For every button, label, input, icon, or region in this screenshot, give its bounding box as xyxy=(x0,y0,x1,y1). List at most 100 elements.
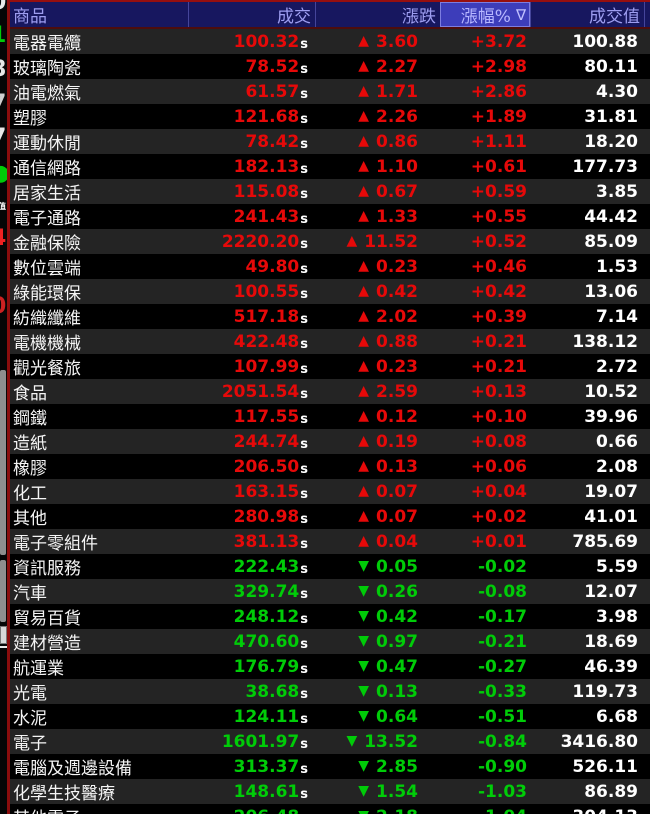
scrollbar-thumb-fragment[interactable] xyxy=(0,560,6,622)
background-glyph-fragment: 0 xyxy=(0,296,7,318)
last-price: 2220.20 s xyxy=(221,231,308,253)
down-triangle-icon: ▼ xyxy=(358,707,370,724)
table-row[interactable]: 電腦及週邊設備 313.37 s ▼ 2.85 -0.90 526.11 xyxy=(10,754,650,779)
table-row[interactable]: 電機機械 422.48 s ▲ 0.88 +0.21 138.12 xyxy=(10,329,650,354)
sector-name: 紡織纖維 xyxy=(13,309,81,329)
table-row[interactable]: 光電 38.68 s ▼ 0.13 -0.33 119.73 xyxy=(10,679,650,704)
up-triangle-icon: ▲ xyxy=(358,82,370,99)
table-row[interactable]: 鋼鐵 117.55 s ▲ 0.12 +0.10 39.96 xyxy=(10,404,650,429)
last-price: 78.52 s xyxy=(245,56,308,78)
trade-flag-s: s xyxy=(300,312,308,327)
trade-flag-s: s xyxy=(300,137,308,152)
table-row[interactable]: 汽車 329.74 s ▼ 0.26 -0.08 12.07 xyxy=(10,579,650,604)
price-change: ▼ 0.97 xyxy=(358,631,418,652)
table-row[interactable]: 電子 1601.97 s ▼ 13.52 -0.84 3416.80 xyxy=(10,729,650,754)
down-triangle-icon: ▼ xyxy=(346,732,358,749)
price-change: ▲ 0.23 xyxy=(358,356,418,377)
scrollbar-button-fragment[interactable] xyxy=(0,626,7,644)
column-header-change[interactable]: 漲跌 xyxy=(315,2,440,27)
background-glyph-fragment: 7 xyxy=(0,127,7,149)
last-price: 176.79 s xyxy=(233,656,308,678)
table-row[interactable]: 數位雲端 49.80 s ▲ 0.23 +0.46 1.53 xyxy=(10,254,650,279)
trade-value: 85.09 xyxy=(584,231,638,252)
price-change: ▲ 1.33 xyxy=(358,206,418,227)
price-change: ▼ 0.13 xyxy=(358,681,418,702)
table-row[interactable]: 居家生活 115.08 s ▲ 0.67 +0.59 3.85 xyxy=(10,179,650,204)
table-row[interactable]: 電器電纜 100.32 s ▲ 3.60 +3.72 100.88 xyxy=(10,29,650,54)
trade-flag-s: s xyxy=(300,562,308,577)
change-percent: -1.03 xyxy=(478,781,527,802)
table-header: 商品 成交 漲跌 漲幅% ∇ 成交值 xyxy=(10,2,650,29)
table-row[interactable]: 化工 163.15 s ▲ 0.07 +0.04 19.07 xyxy=(10,479,650,504)
column-header-name[interactable]: 商品 xyxy=(10,2,188,27)
up-triangle-icon: ▲ xyxy=(358,432,370,449)
trade-value: 19.07 xyxy=(584,481,638,502)
column-header-label: 成交 xyxy=(277,7,311,27)
sector-name: 通信網路 xyxy=(13,159,81,179)
table-row[interactable]: 食品 2051.54 s ▲ 2.59 +0.13 10.52 xyxy=(10,379,650,404)
up-triangle-icon: ▲ xyxy=(358,57,370,74)
sector-name: 化學生技醫療 xyxy=(13,784,115,804)
table-row[interactable]: 橡膠 206.50 s ▲ 0.13 +0.06 2.08 xyxy=(10,454,650,479)
table-row[interactable]: 綠能環保 100.55 s ▲ 0.42 +0.42 13.06 xyxy=(10,279,650,304)
table-row[interactable]: 造紙 244.74 s ▲ 0.19 +0.08 0.66 xyxy=(10,429,650,454)
column-header-value[interactable]: 成交值 xyxy=(530,2,645,27)
table-row[interactable]: 運動休閒 78.42 s ▲ 0.86 +1.11 18.20 xyxy=(10,129,650,154)
trade-flag-s: s xyxy=(300,287,308,302)
trade-flag-s: s xyxy=(300,487,308,502)
change-percent: +0.61 xyxy=(470,156,527,177)
table-row[interactable]: 油電燃氣 61.57 s ▲ 1.71 +2.86 4.30 xyxy=(10,79,650,104)
trade-flag-s: s xyxy=(300,812,308,814)
table-row[interactable]: 塑膠 121.68 s ▲ 2.26 +1.89 31.81 xyxy=(10,104,650,129)
scrollbar-thumb-fragment[interactable] xyxy=(0,370,6,555)
up-triangle-icon: ▲ xyxy=(358,357,370,374)
sector-name: 食品 xyxy=(13,384,47,404)
table-row[interactable]: 電子零組件 381.13 s ▲ 0.04 +0.01 785.69 xyxy=(10,529,650,554)
change-percent: +0.08 xyxy=(470,431,527,452)
table-row[interactable]: 金融保險 2220.20 s ▲ 11.52 +0.52 85.09 xyxy=(10,229,650,254)
table-row[interactable]: 觀光餐旅 107.99 s ▲ 0.23 +0.21 2.72 xyxy=(10,354,650,379)
table-row[interactable]: 化學生技醫療 148.61 s ▼ 1.54 -1.03 86.89 xyxy=(10,779,650,804)
last-price: 38.68 s xyxy=(245,681,308,703)
table-row[interactable]: 水泥 124.11 s ▼ 0.64 -0.51 6.68 xyxy=(10,704,650,729)
last-price: 100.55 s xyxy=(233,281,308,303)
trade-flag-s: s xyxy=(300,737,308,752)
price-change: ▲ 0.86 xyxy=(358,131,418,152)
column-header-pct-sorted[interactable]: 漲幅% ∇ xyxy=(440,2,530,27)
change-percent: +0.39 xyxy=(470,306,527,327)
price-change: ▼ 13.52 xyxy=(346,731,418,752)
last-price: 78.42 s xyxy=(245,131,308,153)
trade-value: 46.39 xyxy=(584,656,638,677)
table-row[interactable]: 玻璃陶瓷 78.52 s ▲ 2.27 +2.98 80.11 xyxy=(10,54,650,79)
table-row[interactable]: 資訊服務 222.43 s ▼ 0.05 -0.02 5.59 xyxy=(10,554,650,579)
background-glyph-fragment: 1 xyxy=(0,25,7,47)
table-row[interactable]: 航運業 176.79 s ▼ 0.47 -0.27 46.39 xyxy=(10,654,650,679)
price-change: ▲ 0.13 xyxy=(358,456,418,477)
last-price: 470.60 s xyxy=(233,631,308,653)
table-row[interactable]: 紡織纖維 517.18 s ▲ 2.02 +0.39 7.14 xyxy=(10,304,650,329)
sector-name: 化工 xyxy=(13,484,47,504)
sector-name: 其他 xyxy=(13,509,47,529)
table-row[interactable]: 貿易百貨 248.12 s ▼ 0.42 -0.17 3.98 xyxy=(10,604,650,629)
sector-name: 其他電子 xyxy=(10,804,188,814)
trade-value: 3416.80 xyxy=(560,731,638,752)
table-row[interactable]: 電子通路 241.43 s ▲ 1.33 +0.55 44.42 xyxy=(10,204,650,229)
table-row[interactable]: 通信網路 182.13 s ▲ 1.10 +0.61 177.73 xyxy=(10,154,650,179)
table-row[interactable]: 其他電子 206.48s ▼2.18 -1.04 304.13 xyxy=(10,804,650,814)
trade-flag-s: s xyxy=(300,112,308,127)
up-triangle-icon: ▲ xyxy=(358,107,370,124)
trade-flag-s: s xyxy=(300,262,308,277)
last-price: 107.99 s xyxy=(233,356,308,378)
column-header-price[interactable]: 成交 xyxy=(188,2,315,27)
sector-name: 鋼鐵 xyxy=(13,409,47,429)
trade-flag-s: s xyxy=(300,187,308,202)
up-triangle-icon: ▲ xyxy=(358,457,370,474)
change-percent: +0.59 xyxy=(470,181,527,202)
change-percent: +0.46 xyxy=(470,256,527,277)
table-row[interactable]: 其他 280.98 s ▲ 0.07 +0.02 41.01 xyxy=(10,504,650,529)
price-change: ▲ 0.42 xyxy=(358,281,418,302)
table-row[interactable]: 建材營造 470.60 s ▼ 0.97 -0.21 18.69 xyxy=(10,629,650,654)
price-change: ▲ 11.52 xyxy=(346,231,418,252)
price-change: ▲ 0.12 xyxy=(358,406,418,427)
change-percent: -0.27 xyxy=(478,656,527,677)
